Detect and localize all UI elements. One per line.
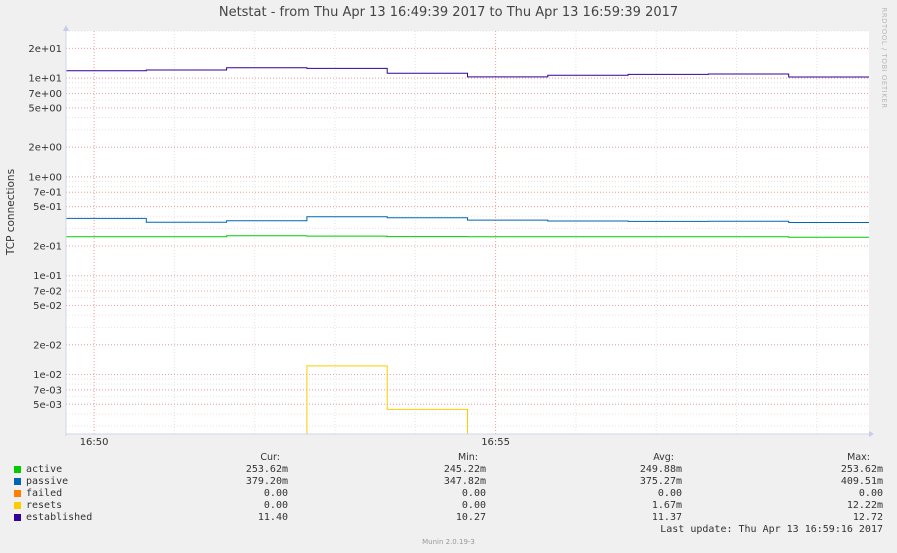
- legend-value-min: 10.27: [455, 512, 486, 523]
- y-tick-label: 5e-03: [33, 400, 62, 411]
- series-line-active: [66, 235, 869, 238]
- x-tick-label: 16:50: [80, 437, 109, 448]
- y-tick-label: 2e-01: [33, 241, 62, 252]
- legend-series-name: passive: [26, 476, 69, 487]
- legend-value-avg: 0.00: [657, 488, 682, 499]
- x-tick-label: 16:55: [481, 437, 510, 448]
- legend-value-avg: 249.88m: [639, 464, 682, 475]
- legend-value-cur: 253.62m: [245, 464, 288, 475]
- legend-swatch: [14, 502, 21, 509]
- y-tick-label: 1e+00: [28, 172, 62, 183]
- legend-row-established: established 11.40 10.27 11.37 12.72: [0, 512, 897, 524]
- y-tick-label: 1e-02: [33, 370, 62, 381]
- y-tick-label: 1e-01: [33, 271, 62, 282]
- legend-header-min: Min:: [457, 452, 478, 463]
- series-line-established: [66, 67, 869, 78]
- legend-value-max: 12.22m: [846, 500, 883, 511]
- legend-series-name: failed: [26, 488, 63, 499]
- legend-value-max: 409.51m: [840, 476, 883, 487]
- y-tick-label: 5e-02: [33, 301, 62, 312]
- legend-value-cur: 379.20m: [245, 476, 288, 487]
- y-axis-arrow: [63, 25, 69, 31]
- y-tick-label: 7e-01: [33, 188, 62, 199]
- legend-value-min: 0.00: [461, 488, 486, 499]
- legend-value-min: 347.82m: [443, 476, 486, 487]
- legend-swatch: [14, 466, 21, 473]
- legend-row-resets: resets 0.00 0.00 1.67m 12.22m: [0, 500, 897, 512]
- y-axis-ticks: 2e+01 1e+01 7e+00 5e+00 2e+00 1e+00 7e-01 5e-01…: [28, 44, 62, 411]
- last-update: Last update: Thu Apr 13 16:59:16 2017: [660, 524, 883, 535]
- x-axis-ticks: 16:50 16:55: [80, 437, 510, 448]
- legend-row-passive: passive 379.20m 347.82m 375.27m 409.51m: [0, 476, 897, 488]
- y-tick-label: 7e+00: [28, 89, 62, 100]
- x-axis-arrow: [869, 431, 874, 437]
- legend-value-max: 0.00: [858, 488, 883, 499]
- legend-value-cur: 0.00: [263, 488, 288, 499]
- legend-row-active: active 253.62m 245.22m 249.88m 253.62m: [0, 464, 897, 476]
- legend-header-avg: Avg:: [653, 452, 674, 463]
- y-tick-label: 2e+00: [28, 143, 62, 154]
- y-tick-label: 2e-02: [33, 340, 62, 351]
- legend-value-avg: 1.67m: [651, 500, 682, 511]
- legend-value-max: 12.72: [852, 512, 883, 523]
- legend-series-name: resets: [26, 500, 63, 511]
- legend-swatch: [14, 478, 21, 485]
- grid: [66, 30, 869, 434]
- y-tick-label: 2e+01: [28, 44, 62, 55]
- plot-background: [66, 31, 869, 434]
- legend-series-name: established: [26, 512, 93, 523]
- legend-value-cur: 0.00: [263, 500, 288, 511]
- legend-header-max: Max:: [847, 452, 870, 463]
- chart-title: Netstat - from Thu Apr 13 16:49:39 2017 …: [218, 5, 679, 20]
- legend-value-cur: 11.40: [257, 512, 288, 523]
- y-tick-label: 5e+00: [28, 103, 62, 114]
- legend-value-max: 253.62m: [840, 464, 883, 475]
- chart-plot: 2e+01 1e+01 7e+00 5e+00 2e+00 1e+00 7e-01 5e-01…: [28, 25, 874, 448]
- legend-value-min: 0.00: [461, 500, 486, 511]
- y-tick-label: 7e-03: [33, 385, 62, 396]
- legend-series-name: active: [26, 464, 63, 475]
- y-tick-label: 1e+01: [28, 74, 62, 85]
- legend-swatch: [14, 514, 21, 521]
- legend-value-min: 245.22m: [443, 464, 486, 475]
- legend-value-avg: 11.37: [651, 512, 682, 523]
- legend-row-failed: failed 0.00 0.00 0.00 0.00: [0, 488, 897, 500]
- legend-swatch: [14, 490, 21, 497]
- series-line-passive: [66, 216, 869, 223]
- y-tick-label: 5e-01: [33, 202, 62, 213]
- legend-value-avg: 375.27m: [639, 476, 682, 487]
- legend-header-cur: Cur:: [260, 452, 280, 463]
- y-tick-label: 7e-02: [33, 287, 62, 298]
- munin-version: Munin 2.0.19-3: [422, 538, 475, 546]
